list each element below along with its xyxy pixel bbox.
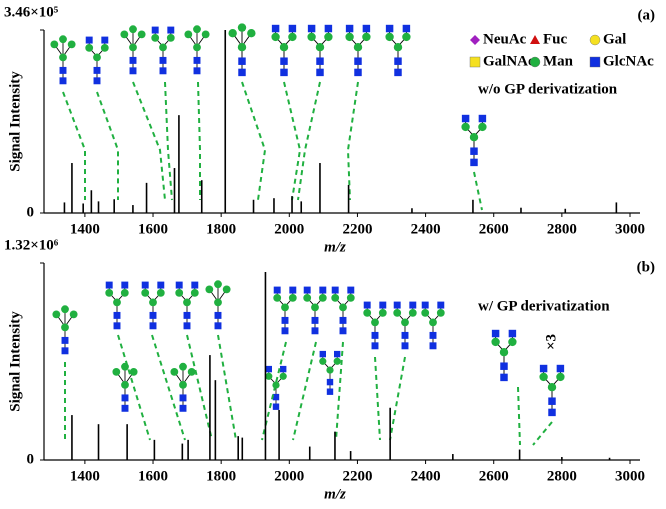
x-tick-label: 2400 [411,221,441,237]
x-tick-label: 1600 [138,221,168,237]
x-axis-label: m/z [324,239,346,255]
annotation: w/o GP derivatization [478,81,618,97]
y-axis-label: Signal Intensity [7,71,23,172]
x-tick-label: 2200 [342,468,372,484]
x-tick-label: 1600 [138,468,168,484]
legend-symbol [469,56,481,68]
legend-label: GalNAc [483,53,535,69]
x-tick-label: 3000 [615,468,645,484]
legend-symbol [589,56,601,68]
legend-symbol [470,35,480,45]
y-axis-label: Signal Intensity [7,311,23,412]
x-tick-label: 3000 [615,221,645,237]
multiplier: ×3 [543,334,559,350]
y-tick-label: 0 [27,204,35,220]
panel-label: (a) [638,7,656,23]
legend-label: Gal [603,31,626,47]
legend-symbol [589,34,601,46]
x-tick-label: 2000 [274,468,304,484]
x-tick-label: 2600 [479,221,509,237]
y-tick-label: 3.46×10⁵ [4,4,59,20]
legend-label: NeuAc [483,31,527,47]
legend-symbol [530,35,540,44]
y-tick-label: 1.32×10⁶ [4,237,59,253]
legend-symbol [529,56,541,68]
x-tick-label: 1800 [206,468,236,484]
x-tick-label: 2400 [411,468,441,484]
x-tick-label: 1800 [206,221,236,237]
x-axis-label: m/z [324,486,346,502]
x-tick-label: 2800 [547,468,577,484]
glycan-icons [50,22,566,446]
panel-label: (b) [637,259,655,275]
x-tick-label: 2200 [342,221,372,237]
x-tick-label: 1400 [70,468,100,484]
legend-label: Man [543,53,574,69]
x-tick-label: 2800 [547,221,577,237]
legend-label: GlcNAc [603,53,654,69]
x-tick-label: 1400 [70,221,100,237]
y-tick-label: 0 [27,451,35,467]
annotation: w/ GP derivatization [478,298,610,314]
x-tick-label: 2600 [479,468,509,484]
x-tick-label: 2000 [274,221,304,237]
legend-label: Fuc [543,31,568,47]
